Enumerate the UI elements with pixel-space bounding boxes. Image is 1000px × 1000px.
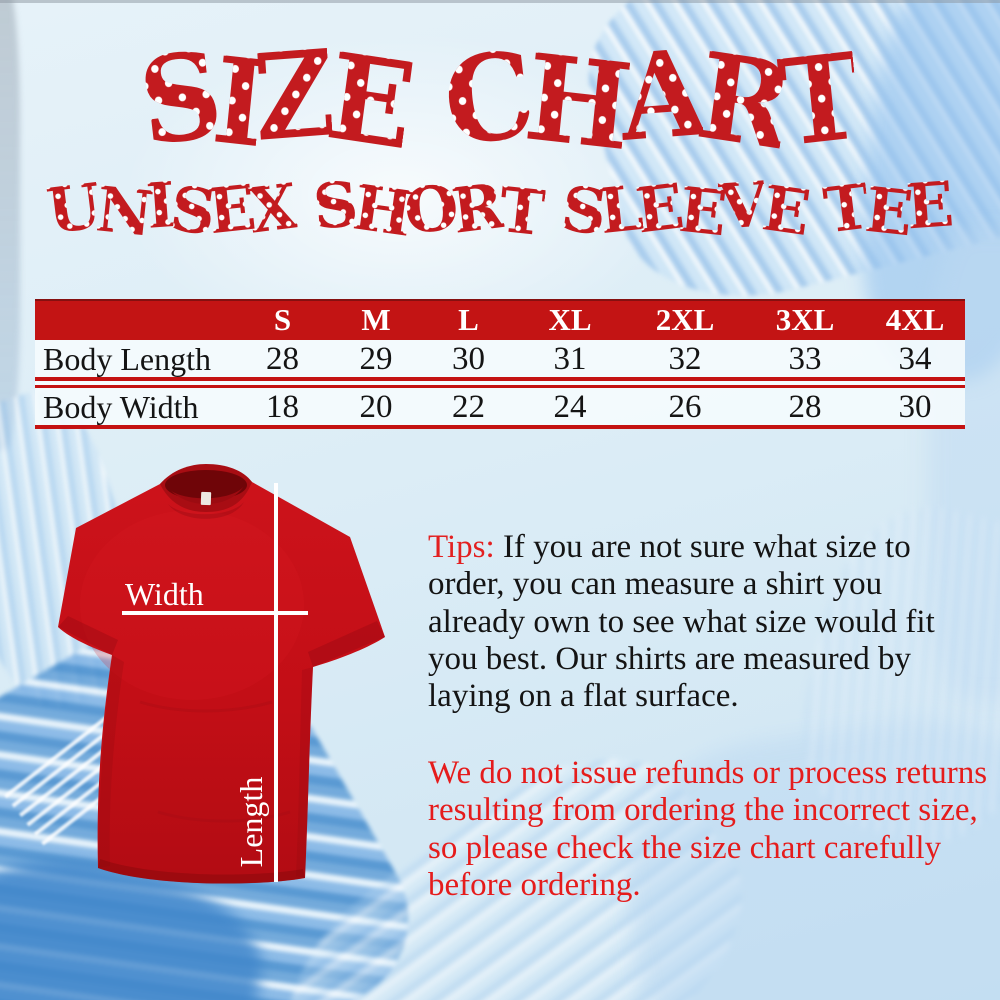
shirt-highlight	[80, 510, 304, 700]
size-value: 30	[422, 340, 515, 377]
tips-heading: Tips:	[428, 529, 495, 565]
size-table: S M L XL 2XL 3XL 4XL Body Length 28 29 3…	[35, 299, 965, 429]
size-col-header: 2XL	[625, 299, 745, 340]
collar-inner	[168, 486, 244, 504]
size-value: 22	[422, 388, 515, 425]
table-row-divider	[35, 377, 965, 388]
right-side-shadow	[296, 667, 313, 878]
size-value: 32	[625, 340, 745, 377]
size-value: 28	[235, 340, 330, 377]
size-value: 30	[865, 388, 965, 425]
wrinkle	[139, 700, 273, 713]
size-value: 34	[865, 340, 965, 377]
length-line	[274, 483, 278, 882]
hem-shadow	[98, 859, 305, 884]
refund-warning-paragraph: We do not issue refunds or process retur…	[428, 755, 988, 903]
under-collar-shadow	[168, 502, 244, 519]
left-cuff-shadow	[58, 616, 118, 655]
size-col-header: S	[235, 299, 330, 340]
left-side-shadow	[98, 655, 124, 868]
size-value: 28	[745, 388, 865, 425]
size-col-header: 3XL	[745, 299, 865, 340]
top-edge-line	[0, 0, 1000, 3]
size-value: 24	[515, 388, 625, 425]
tshirt-diagram: Width Length	[58, 464, 385, 884]
size-col-header-blank	[35, 299, 235, 340]
header: SIZE CHART UNISEX SHORT SLEEVE TEE	[0, 24, 1000, 251]
row-label-body-length: Body Length	[35, 340, 235, 377]
page-title: SIZE CHART	[132, 24, 864, 178]
size-value: 33	[745, 340, 865, 377]
size-value: 20	[330, 388, 422, 425]
table-bottom-line	[35, 425, 965, 429]
size-col-header: M	[330, 299, 422, 340]
neck-opening	[165, 470, 247, 500]
page-subtitle: UNISEX SHORT SLEEVE TEE	[42, 167, 954, 251]
size-col-header: XL	[515, 299, 625, 340]
width-line	[122, 611, 308, 615]
tips-body: If you are not sure what size to order, …	[428, 529, 935, 715]
tips-paragraph: Tips: If you are not sure what size to o…	[428, 529, 984, 715]
right-cuff-shadow	[308, 621, 385, 667]
tshirt-body	[58, 466, 385, 884]
neck-tag	[200, 491, 212, 506]
size-col-header: 4XL	[865, 299, 965, 340]
row-label-body-width: Body Width	[35, 388, 235, 425]
length-label: Length	[233, 777, 269, 868]
size-value: 29	[330, 340, 422, 377]
size-value: 26	[625, 388, 745, 425]
size-value: 31	[515, 340, 625, 377]
width-label: Width	[125, 576, 204, 612]
size-col-header: L	[422, 299, 515, 340]
size-value: 18	[235, 388, 330, 425]
